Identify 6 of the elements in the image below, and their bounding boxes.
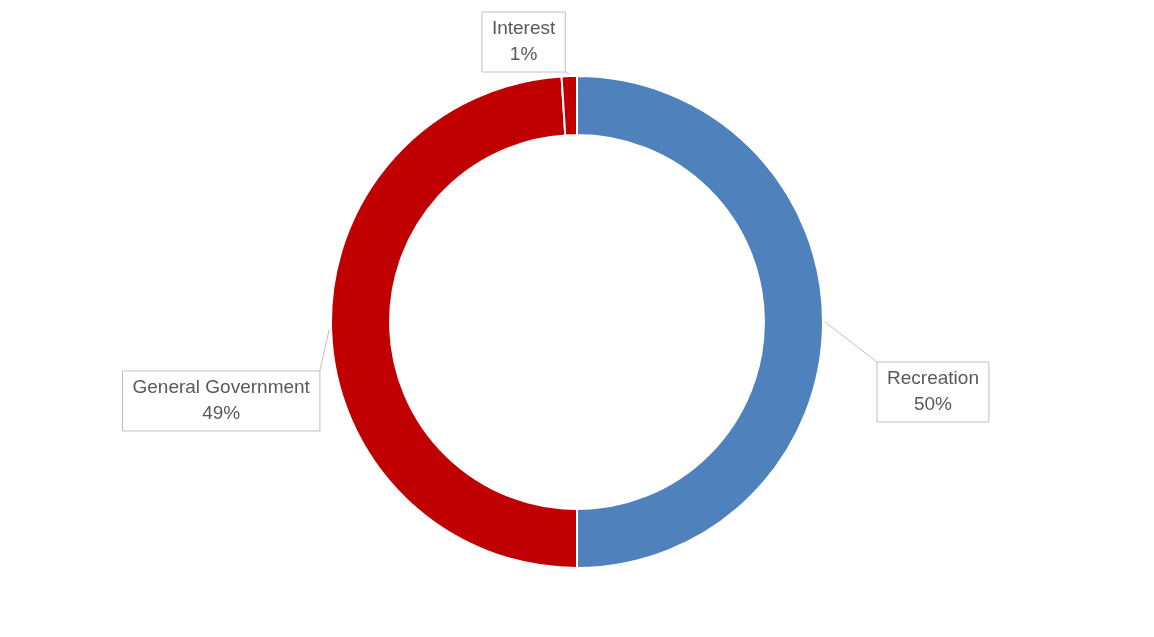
slice-label: Interest	[491, 17, 556, 39]
data-label: 49%	[202, 402, 241, 424]
slice-label: Recreation	[887, 367, 979, 389]
data-label: 50%	[913, 393, 953, 415]
data-label: 1%	[509, 43, 538, 65]
slice-label: General Government	[132, 376, 311, 398]
